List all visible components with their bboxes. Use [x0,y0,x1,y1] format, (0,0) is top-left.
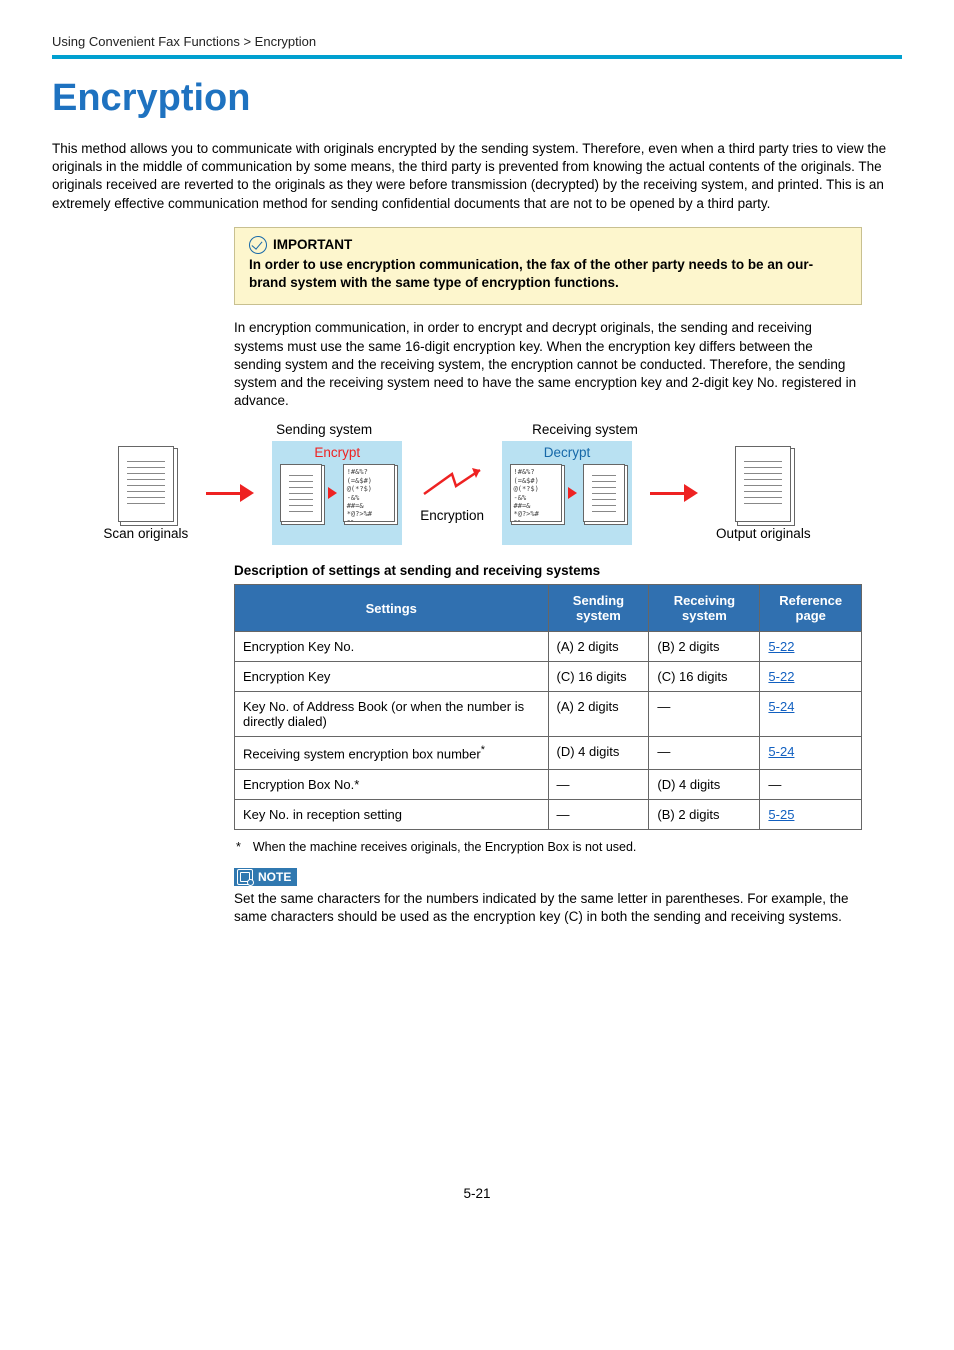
table-cell: Key No. in reception setting [235,799,549,829]
decrypt-box: Decrypt !#&%? (=&$#) @(*?$) -&% ##=& *@?… [502,441,632,545]
table-title: Description of settings at sending and r… [234,563,862,578]
table-cell: (B) 2 digits [649,632,760,662]
table-cell: Encryption Key [235,662,549,692]
table-cell: — [548,769,649,799]
decrypt-label: Decrypt [508,445,626,460]
table-cell: — [760,769,862,799]
table-cell: (A) 2 digits [548,632,649,662]
reference-link[interactable]: 5-22 [768,639,794,654]
table-cell: 5-24 [760,737,862,769]
table-cell: — [649,692,760,737]
important-label: IMPORTANT [273,237,352,252]
transmission-icon [422,464,482,504]
receiving-system-label: Receiving system [532,422,638,437]
arrow-icon [568,487,577,499]
note-text: Set the same characters for the numbers … [234,890,862,926]
document-icon [280,464,322,522]
scan-originals-label: Scan originals [103,526,188,541]
encryption-label: Encryption [420,508,484,523]
table-row: Encryption Key(C) 16 digits(C) 16 digits… [235,662,862,692]
table-cell: 5-22 [760,662,862,692]
output-originals-label: Output originals [716,526,811,541]
table-cell: (D) 4 digits [548,737,649,769]
settings-table: Settings Sending system Receiving system… [234,584,862,829]
note-label: NOTE [258,870,291,884]
table-cell: Key No. of Address Book (or when the num… [235,692,549,737]
table-header: Settings [235,585,549,632]
divider-thick [52,56,902,59]
page-title: Encryption [52,77,902,120]
cipher-icon: !#&%? (=&$#) @(*?$) -&% ##=& *@?>%# &%= [510,464,562,522]
table-row: Key No. of Address Book (or when the num… [235,692,862,737]
table-header: Reference page [760,585,862,632]
table-cell: (A) 2 digits [548,692,649,737]
table-row: Encryption Key No.(A) 2 digits(B) 2 digi… [235,632,862,662]
note-callout: NOTE Set the same characters for the num… [234,868,862,926]
check-circle-icon [249,236,267,254]
table-cell: (B) 2 digits [649,799,760,829]
table-row: Encryption Box No.*—(D) 4 digits— [235,769,862,799]
reference-link[interactable]: 5-22 [768,669,794,684]
table-cell: (C) 16 digits [649,662,760,692]
breadcrumb: Using Convenient Fax Functions > Encrypt… [52,34,902,49]
table-cell: Encryption Key No. [235,632,549,662]
table-header: Sending system [548,585,649,632]
table-cell: Receiving system encryption box number* [235,737,549,769]
table-cell: 5-24 [760,692,862,737]
table-row: Key No. in reception setting—(B) 2 digit… [235,799,862,829]
note-icon [237,869,253,885]
table-cell: Encryption Box No.* [235,769,549,799]
table-header: Receiving system [649,585,760,632]
reference-link[interactable]: 5-25 [768,807,794,822]
table-cell: 5-22 [760,632,862,662]
document-icon [583,464,625,522]
cipher-icon: !#&%? (=&$#) @(*?$) -&% ##=& *@?>%# &%= [343,464,395,522]
explanation-paragraph: In encryption communication, in order to… [234,319,862,410]
arrow-icon [650,487,698,499]
arrow-icon [206,487,254,499]
arrow-icon [328,487,337,499]
page-number: 5-21 [52,1186,902,1201]
table-cell: 5-25 [760,799,862,829]
encrypt-box: Encrypt !#&%? (=&$#) @(*?$) -&% ##=& *@?… [272,441,402,545]
important-text: In order to use encryption communication… [249,256,847,292]
encryption-diagram: Sending system Receiving system Scan ori… [52,422,862,545]
table-cell: — [548,799,649,829]
document-icon [118,446,174,522]
reference-link[interactable]: 5-24 [768,699,794,714]
sending-system-label: Sending system [276,422,372,437]
reference-link[interactable]: 5-24 [768,744,794,759]
table-cell: — [649,737,760,769]
document-icon [735,446,791,522]
important-callout: IMPORTANT In order to use encryption com… [234,227,862,305]
table-cell: (D) 4 digits [649,769,760,799]
table-footnote: * When the machine receives originals, t… [234,840,862,854]
intro-paragraph: This method allows you to communicate wi… [52,140,902,213]
table-cell: (C) 16 digits [548,662,649,692]
encrypt-label: Encrypt [278,445,396,460]
table-row: Receiving system encryption box number*(… [235,737,862,769]
